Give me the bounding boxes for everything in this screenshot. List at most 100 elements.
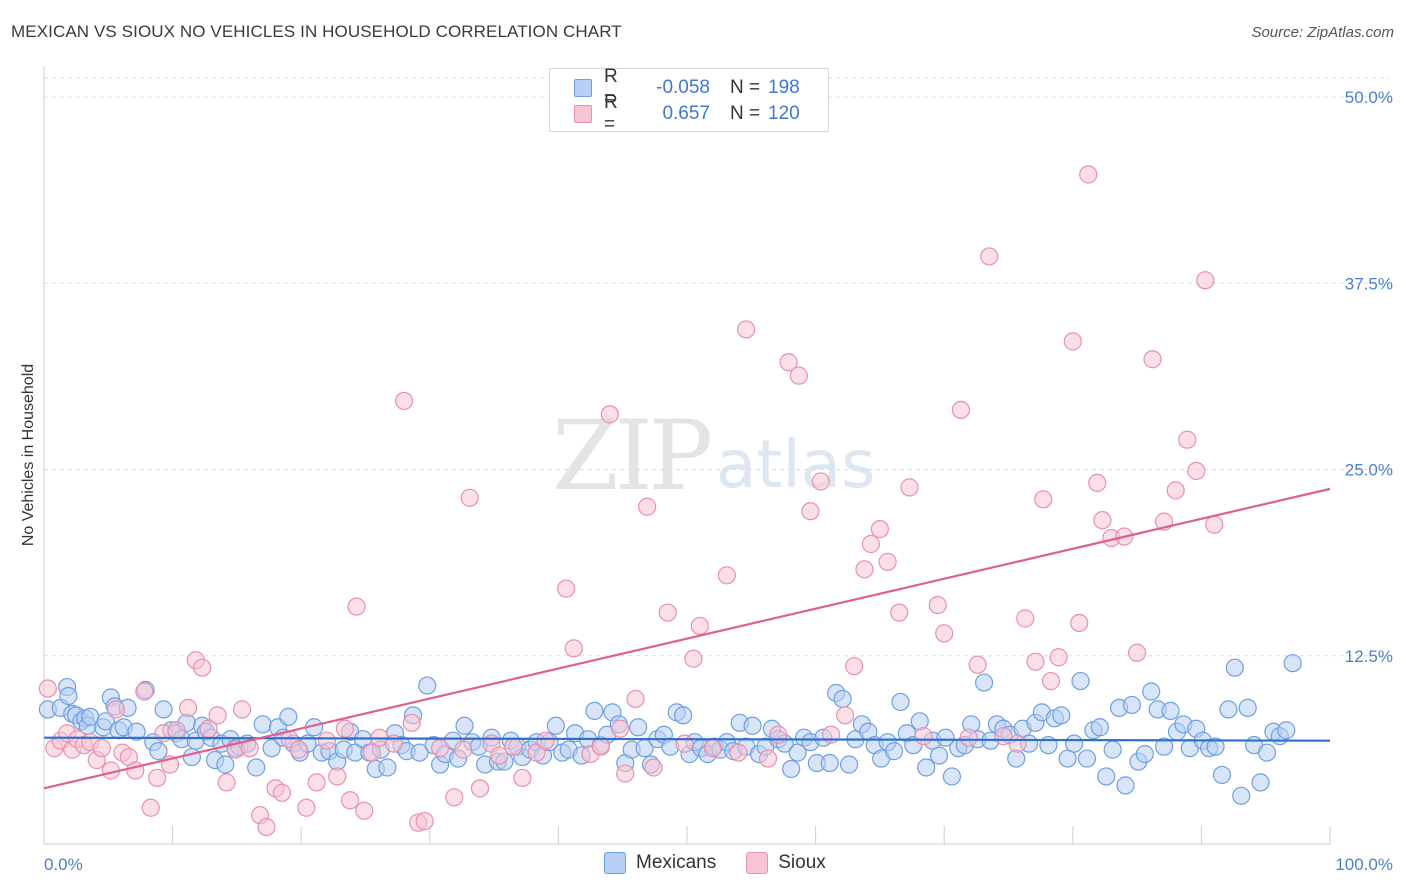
n-label: N = bbox=[730, 77, 761, 98]
mexicans-point bbox=[1251, 773, 1270, 792]
sioux-point bbox=[878, 552, 897, 571]
sioux-point bbox=[347, 597, 366, 616]
mexicans-point bbox=[1155, 737, 1174, 756]
mexicans-point bbox=[1225, 658, 1244, 677]
mexicans-point bbox=[1116, 776, 1135, 795]
mexicans-point bbox=[1283, 654, 1302, 673]
sioux-point bbox=[232, 700, 252, 719]
sioux-point bbox=[600, 405, 619, 424]
sioux-point bbox=[758, 749, 778, 768]
y-tick-label: 12.5% bbox=[1345, 647, 1393, 666]
mexicans-point bbox=[1077, 749, 1097, 768]
sioux-point bbox=[729, 743, 748, 762]
sioux-point bbox=[415, 812, 434, 831]
mexicans-point bbox=[1090, 718, 1109, 737]
mexicans-point bbox=[253, 715, 272, 734]
sioux-point bbox=[402, 713, 421, 732]
sioux-point bbox=[1178, 430, 1197, 449]
y-tick-label: 25.0% bbox=[1345, 461, 1393, 480]
sioux-point bbox=[1127, 643, 1147, 662]
legend-item-mexicans[interactable]: Mexicans bbox=[604, 852, 716, 874]
mexicans-point bbox=[154, 700, 173, 719]
sioux-point bbox=[272, 783, 292, 802]
sioux-point bbox=[217, 773, 236, 792]
mexicans-point bbox=[262, 739, 281, 758]
chart-title: MEXICAN VS SIOUX NO VEHICLES IN HOUSEHOL… bbox=[11, 22, 622, 41]
sioux-point bbox=[836, 706, 855, 725]
sioux-point bbox=[1166, 481, 1185, 500]
mexicans-point bbox=[1206, 737, 1225, 756]
sioux-point bbox=[148, 768, 167, 788]
sioux-point bbox=[504, 737, 523, 756]
sioux-point bbox=[564, 639, 583, 658]
sioux-point bbox=[690, 616, 709, 636]
mexicans-point bbox=[149, 742, 168, 761]
n-label: N = bbox=[730, 103, 761, 124]
r-label: R = bbox=[604, 66, 618, 109]
sioux-point bbox=[644, 758, 663, 777]
correlation-legend: R = -0.058 N = 198 R = 0.657 N = 120 bbox=[549, 66, 829, 135]
sioux-point bbox=[328, 767, 347, 786]
mexicans-swatch bbox=[574, 79, 592, 97]
sioux-point bbox=[178, 698, 198, 718]
mexicans-point bbox=[1219, 700, 1238, 719]
mexicans-point bbox=[455, 716, 474, 735]
sioux-point bbox=[717, 566, 736, 585]
sioux-point bbox=[959, 728, 978, 747]
sioux-point bbox=[616, 764, 635, 783]
mexicans-point bbox=[59, 686, 78, 706]
sioux-point bbox=[591, 737, 610, 756]
sioux-point bbox=[307, 773, 326, 792]
sioux-point bbox=[855, 560, 874, 579]
sioux-point bbox=[335, 719, 355, 738]
legend-item-sioux[interactable]: Sioux bbox=[746, 852, 826, 874]
mexicans-point bbox=[1052, 706, 1071, 725]
mexicans-point bbox=[782, 759, 801, 779]
sioux-trend-line bbox=[43, 487, 1331, 790]
sioux-point bbox=[454, 740, 473, 759]
mexicans-point bbox=[127, 722, 146, 741]
y-tick-label: 50.0% bbox=[1345, 88, 1393, 107]
sioux-point bbox=[470, 779, 490, 798]
sioux-point bbox=[684, 649, 703, 668]
mexicans-point bbox=[96, 712, 115, 731]
mexicans-point bbox=[378, 758, 397, 777]
sioux-point bbox=[1079, 165, 1098, 184]
sioux-swatch bbox=[574, 105, 592, 123]
sioux-point bbox=[1034, 490, 1053, 509]
n-value: 120 bbox=[768, 103, 800, 124]
r-label: R = bbox=[604, 92, 618, 135]
mexicans-point bbox=[884, 742, 904, 761]
sioux-point bbox=[141, 798, 160, 817]
sioux-point bbox=[106, 700, 126, 719]
sioux-point bbox=[92, 739, 111, 758]
mexicans-point bbox=[629, 718, 648, 737]
sioux-point bbox=[779, 353, 798, 372]
mexicans-point bbox=[546, 716, 565, 735]
mexicans-point bbox=[418, 676, 437, 695]
mexicans-point bbox=[1232, 786, 1251, 805]
x-tick-label: 0.0% bbox=[44, 855, 83, 874]
mexicans-point bbox=[1161, 701, 1180, 720]
sioux-point bbox=[557, 579, 576, 598]
sioux-point bbox=[257, 817, 276, 837]
watermark-atlas: atlas bbox=[716, 426, 876, 503]
n-value: 198 bbox=[768, 77, 800, 98]
mexicans-point bbox=[820, 753, 839, 773]
sioux-point bbox=[935, 624, 954, 643]
mexicans-point bbox=[585, 701, 604, 720]
sioux-point bbox=[460, 488, 479, 507]
sioux-point bbox=[490, 746, 509, 765]
mexicans-point bbox=[247, 758, 266, 777]
mexicans-point bbox=[1097, 767, 1116, 786]
legend-row-sioux: R = 0.657 N = 120 bbox=[574, 92, 800, 135]
mexicans-point bbox=[891, 692, 910, 712]
sioux-point bbox=[801, 502, 820, 521]
sioux-point bbox=[737, 320, 756, 339]
mexicans-point bbox=[743, 716, 762, 735]
sioux-point bbox=[536, 731, 555, 750]
sioux-point bbox=[340, 791, 360, 810]
mexicans-point bbox=[917, 758, 936, 777]
sioux-point bbox=[445, 788, 464, 807]
sioux-point bbox=[362, 743, 382, 762]
